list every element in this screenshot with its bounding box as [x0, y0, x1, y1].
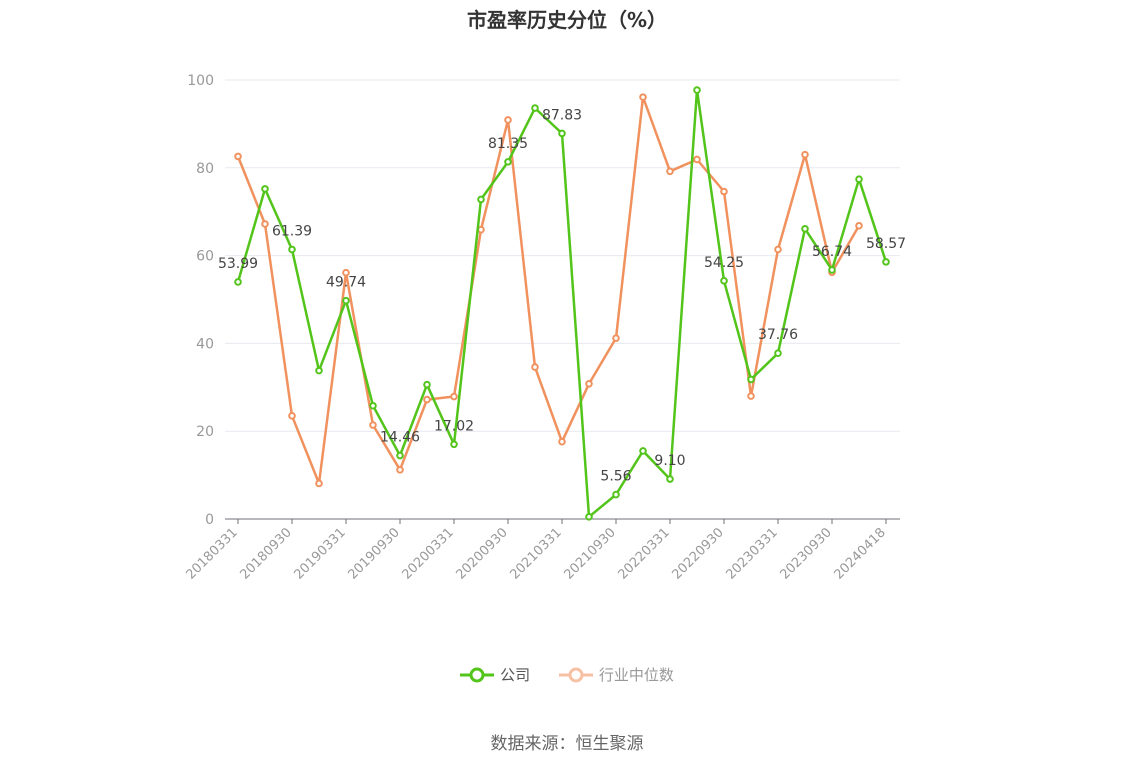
series-line-0 — [236, 88, 888, 519]
legend-symbol-industry — [558, 667, 593, 682]
series-1-point-5 — [369, 421, 377, 429]
series-0-point-19 — [747, 375, 755, 384]
x-tick-label-20230331: 20230331 — [723, 525, 780, 582]
x-tick-label-20220930: 20220930 — [669, 525, 726, 582]
data-label-16: 9.10 — [654, 453, 685, 469]
series-1-point-0 — [234, 152, 242, 161]
series-1-point-7 — [423, 395, 431, 404]
data-label-20: 37.76 — [758, 327, 798, 343]
data-label-18: 54.25 — [704, 255, 744, 271]
chart-title: 市盈率历史分位（%） — [466, 8, 668, 32]
series-0-point-5 — [369, 401, 377, 410]
y-tick-label-20: 20 — [196, 424, 214, 440]
series-0-point-14 — [612, 490, 620, 499]
x-tick-label-20190930: 20190930 — [345, 525, 402, 582]
x-tick-label-20230930: 20230930 — [777, 525, 834, 582]
series-1-point-4 — [342, 268, 350, 277]
series-0-point-15 — [639, 447, 647, 455]
series-0-point-3 — [315, 366, 323, 375]
legend-label-industry: 行业中位数 — [598, 666, 674, 684]
series-0-point-21 — [801, 225, 809, 233]
series-0-point-1 — [261, 185, 269, 193]
legend-item-industry[interactable]: 行业中位数 — [558, 664, 674, 685]
y-tick-label-80: 80 — [196, 161, 214, 177]
series-0-point-2 — [288, 245, 296, 254]
data-source: 数据来源：恒生聚源 — [490, 734, 644, 754]
series-0-point-13 — [585, 513, 593, 521]
series-1-point-14 — [612, 334, 620, 342]
series-0-point-6 — [396, 451, 404, 460]
x-tick-label-20190331: 20190331 — [291, 525, 348, 582]
x-tick-label-20210331: 20210331 — [507, 525, 564, 582]
series-0-point-9 — [477, 195, 485, 204]
x-tick-label-20180331: 20180331 — [183, 525, 240, 582]
series-1-point-12 — [558, 437, 566, 446]
series-0-point-22 — [828, 266, 836, 274]
series-1-point-17 — [693, 155, 701, 164]
legend-label-company: 公司 — [500, 666, 531, 684]
series-0-point-0 — [234, 278, 242, 286]
series-0-point-23 — [855, 175, 863, 184]
x-tick-label-20200331: 20200331 — [399, 525, 456, 582]
x-tick-label-20180930: 20180930 — [237, 525, 294, 582]
series-0-point-10 — [504, 158, 512, 166]
data-label-8: 17.02 — [434, 418, 474, 434]
series-0-point-24 — [882, 258, 890, 266]
series-0-point-20 — [774, 349, 782, 358]
y-tick-label-100: 100 — [187, 73, 214, 89]
x-tick-label-20210930: 20210930 — [561, 525, 618, 582]
series-0-point-16 — [666, 475, 674, 483]
series-1-point-3 — [315, 479, 323, 488]
x-tick-label-20220331: 20220331 — [615, 525, 672, 582]
series-0-point-17 — [693, 86, 701, 94]
x-tick-label-20200930: 20200930 — [453, 525, 510, 582]
series-0-point-7 — [423, 380, 431, 389]
series-1-point-10 — [504, 116, 512, 124]
series-1-point-23 — [855, 221, 863, 230]
series-1-point-1 — [261, 220, 269, 228]
y-tick-label-0: 0 — [205, 512, 214, 528]
series-1-point-2 — [288, 412, 296, 420]
legend-symbol-company — [460, 667, 495, 682]
data-label-0: 53.99 — [218, 256, 258, 272]
series-1-point-8 — [450, 392, 458, 401]
series-1-point-18 — [720, 187, 728, 196]
series-0-point-18 — [720, 277, 728, 285]
y-tick-label-60: 60 — [196, 249, 214, 265]
series-1-point-15 — [639, 93, 647, 101]
data-label-2: 61.39 — [272, 223, 312, 239]
series-1-point-20 — [774, 245, 782, 254]
legend: 公司 行业中位数 — [0, 664, 1134, 687]
series-line-1 — [236, 95, 861, 485]
series-1-point-11 — [531, 363, 539, 371]
legend-item-company[interactable]: 公司 — [460, 664, 530, 685]
series-0-point-4 — [342, 296, 350, 305]
series-1-point-16 — [666, 167, 674, 176]
series-1-point-6 — [396, 466, 404, 474]
series-0-point-12 — [558, 129, 566, 138]
data-label-24: 58.57 — [866, 236, 906, 252]
y-tick-label-40: 40 — [196, 336, 214, 352]
data-label-14: 5.56 — [600, 469, 631, 485]
data-label-6: 14.46 — [380, 430, 420, 446]
series-0-point-8 — [450, 440, 458, 449]
series-0-point-11 — [531, 104, 539, 112]
x-tick-label-20240418: 20240418 — [831, 525, 888, 582]
series-1-point-21 — [801, 150, 809, 159]
data-label-12: 87.83 — [542, 107, 582, 123]
series-1-point-19 — [747, 392, 755, 400]
data-label-22: 56.74 — [812, 244, 852, 260]
data-label-4: 49.74 — [326, 275, 366, 291]
series-1-point-13 — [585, 379, 593, 388]
data-label-10: 81.35 — [488, 136, 528, 152]
